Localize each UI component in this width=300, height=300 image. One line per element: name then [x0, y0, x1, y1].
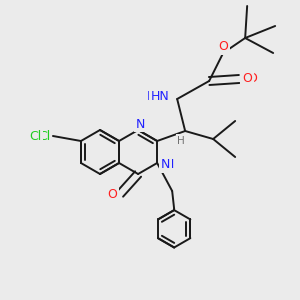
Text: O: O [242, 73, 252, 85]
Text: H: H [177, 136, 185, 146]
Text: N: N [160, 158, 170, 172]
Text: O: O [108, 188, 118, 202]
Text: H: H [177, 136, 185, 146]
Text: HN: HN [151, 91, 170, 103]
Text: O: O [107, 188, 117, 200]
Text: HN: HN [146, 91, 165, 103]
Text: O: O [218, 40, 228, 53]
Text: O: O [247, 73, 257, 85]
Text: N: N [165, 158, 175, 172]
Text: N: N [135, 118, 145, 130]
Text: N: N [135, 118, 145, 130]
Text: O: O [218, 40, 228, 53]
Text: Cl: Cl [29, 130, 41, 142]
Text: Cl: Cl [39, 130, 51, 142]
